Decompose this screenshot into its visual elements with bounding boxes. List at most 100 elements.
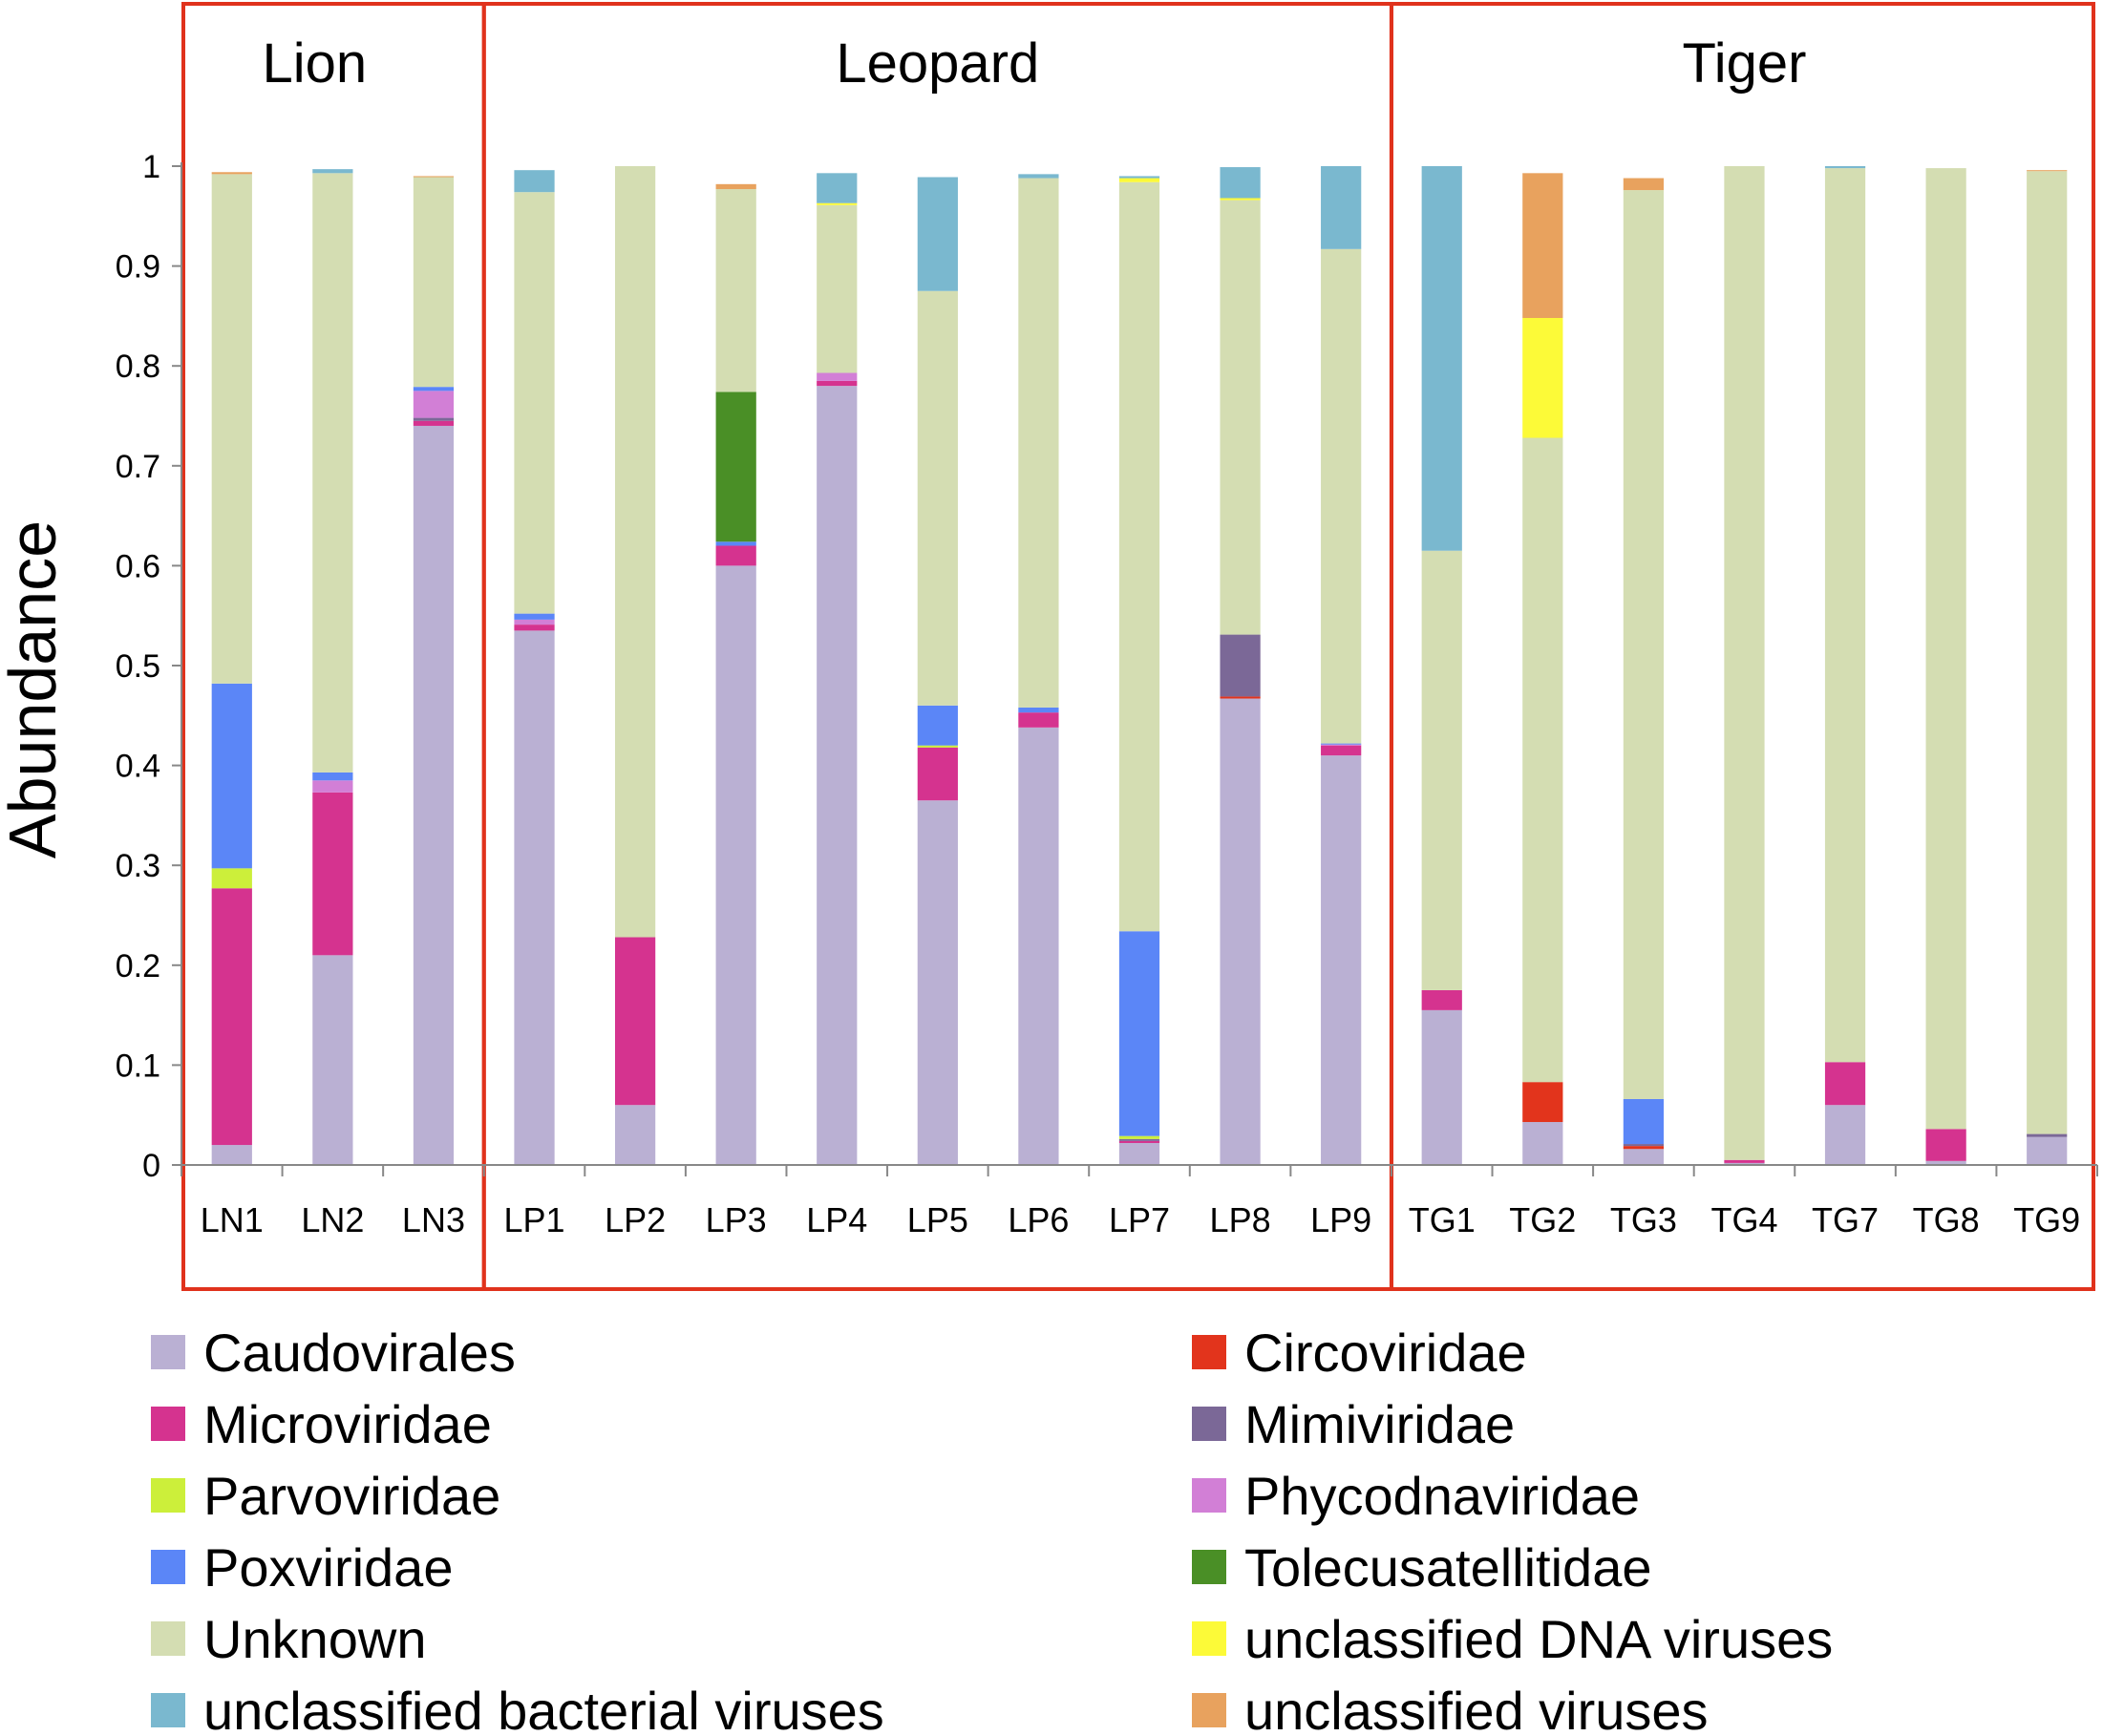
bars [211,166,2068,1166]
x-tick-label-lp9: LP9 [1310,1200,1371,1239]
bar-ln2-poxviridae [312,772,353,781]
bar-ln3-poxviridae [413,387,455,392]
bar-ln1-caudovirales [211,1145,252,1165]
group-box-tiger [1389,2,2095,1291]
legend-swatch-unclassified-viruses [1192,1693,1226,1727]
bar-tg9-mimiviridae [2027,1133,2068,1137]
bar-lp6-unclassified-bacterial-viruses [1018,174,1059,179]
bar-ln1-unknown [211,174,252,684]
bar-tg4-unknown [1724,166,1765,1160]
legend-swatch-caudovirales [151,1335,185,1369]
legend-swatch-phycodnaviridae [1192,1478,1226,1513]
bar-tg2-caudovirales [1522,1122,1563,1165]
bar-tg4-microviridae [1724,1159,1765,1163]
x-tick-label-tg9: TG9 [2013,1200,2080,1239]
bar-lp7-unclassified-bacterial-viruses [1118,176,1160,179]
legend-swatch-microviridae [151,1407,185,1441]
bar-tg3-circoviridae [1623,1146,1665,1150]
bar-tg7-unknown [1824,168,1866,1063]
bar-lp5-poxviridae [917,705,958,746]
x-tick-label-ln1: LN1 [201,1200,264,1239]
y-tick-label: 1 [142,149,160,185]
y-tick-label: 0.8 [116,349,160,385]
bar-tg2-circoviridae [1522,1082,1563,1123]
bar-ln3-mimiviridae [413,417,455,421]
x-tick-label-lp8: LP8 [1210,1200,1271,1239]
bar-lp2-microviridae [614,937,656,1106]
y-tick-label: 0.5 [116,648,160,685]
bar-tg3-unknown [1623,190,1665,1099]
x-tick-label-tg2: TG2 [1509,1200,1576,1239]
legend-swatch-poxviridae [151,1550,185,1584]
legend-label-caudovirales: Caudovirales [203,1323,516,1383]
x-tick-label-tg4: TG4 [1710,1200,1777,1239]
legend-swatch-parvoviridae [151,1478,185,1513]
legend-swatch-unclassified-dna-viruses [1192,1621,1226,1656]
legend-label-circoviridae: Circoviridae [1244,1323,1527,1383]
bar-lp6-caudovirales [1018,727,1059,1165]
bar-tg7-unclassified-bacterial-viruses [1824,166,1866,169]
bar-lp7-poxviridae [1118,931,1160,1136]
bar-ln1-microviridae [211,888,252,1146]
legend-swatch-unknown [151,1621,185,1656]
bar-lp1-phycodnaviridae [514,619,555,625]
y-tick-label: 0.3 [116,848,160,884]
bar-lp4-phycodnaviridae [817,372,858,381]
y-tick-label: 0.6 [116,548,160,584]
bar-tg9-caudovirales [2027,1136,2068,1165]
group-label-tiger: Tiger [1682,32,1806,95]
x-tick-label-ln2: LN2 [301,1200,364,1239]
x-tick-label-lp2: LP2 [605,1200,666,1239]
bar-lp1-unknown [514,192,555,614]
bar-lp6-unknown [1018,178,1059,708]
bar-tg7-microviridae [1824,1062,1866,1106]
bar-lp8-unclassified-dna-viruses [1220,198,1261,201]
y-tick-label: 0 [142,1148,160,1184]
bar-lp5-parvoviridae [917,745,958,748]
bar-lp4-unknown [817,204,858,373]
bar-tg3-unclassified-viruses [1623,178,1665,191]
bar-lp7-unknown [1118,181,1160,932]
bar-ln1-parvoviridae [211,868,252,889]
bar-lp5-caudovirales [917,800,958,1165]
bar-lp6-poxviridae [1018,707,1059,713]
bar-lp7-unclassified-dna-viruses [1118,178,1160,182]
legend-label-tolecusatellitidae: Tolecusatellitidae [1244,1537,1651,1598]
bar-lp1-microviridae [514,625,555,631]
bar-tg7-caudovirales [1824,1105,1866,1165]
legend-swatch-circoviridae [1192,1335,1226,1369]
legend-label-mimiviridae: Mimiviridae [1244,1394,1515,1454]
bar-ln2-phycodnaviridae [312,780,353,793]
x-tick-label-lp6: LP6 [1008,1200,1069,1239]
y-axis: 0 0.1 0.2 0.3 0.4 0.5 0.6 0.7 0.8 0.9 1 [116,149,182,1184]
bar-lp4-unclassified-bacterial-viruses [817,173,858,203]
legend-label-unclassified-dna-viruses: unclassified DNA viruses [1244,1609,1833,1669]
bar-ln2-microviridae [312,792,353,956]
bar-ln2-unclassified-bacterial-viruses [312,169,353,174]
bar-lp3-tolecusatellitidae [715,392,756,542]
x-axis: LN1 LN2 LN3 LP1 LP2 LP3 LP4 LP5 LP6 LP7 LP8 LP9 TG1 T… [181,1164,2098,1239]
bar-lp9-poxviridae [1321,743,1362,745]
y-tick-label: 0.7 [116,449,160,485]
bar-lp3-caudovirales [715,565,756,1165]
bar-tg2-unknown [1522,437,1563,1083]
bar-ln1-poxviridae [211,683,252,869]
x-tick-label-tg3: TG3 [1610,1200,1677,1239]
bar-tg4-caudovirales [1724,1162,1765,1165]
legend-swatch-unclassified-bacterial-viruses [151,1693,185,1727]
bar-lp6-microviridae [1018,712,1059,728]
legend-label-unclassified-viruses: unclassified viruses [1244,1681,1709,1736]
legend-label-phycodnaviridae: Phycodnaviridae [1244,1466,1640,1526]
bar-lp8-unclassified-bacterial-viruses [1220,167,1261,199]
legend-swatch-mimiviridae [1192,1407,1226,1441]
bar-lp1-caudovirales [514,630,555,1165]
y-tick-label: 0.9 [116,249,160,286]
bar-lp4-unclassified-dna-viruses [817,202,858,205]
bar-tg1-microviridae [1421,989,1462,1010]
bar-lp9-microviridae [1321,745,1362,756]
bar-lp3-unknown [715,189,756,392]
bar-lp5-unclassified-bacterial-viruses [917,177,958,291]
legend-label-microviridae: Microviridae [203,1394,492,1454]
bar-lp1-poxviridae [514,613,555,620]
